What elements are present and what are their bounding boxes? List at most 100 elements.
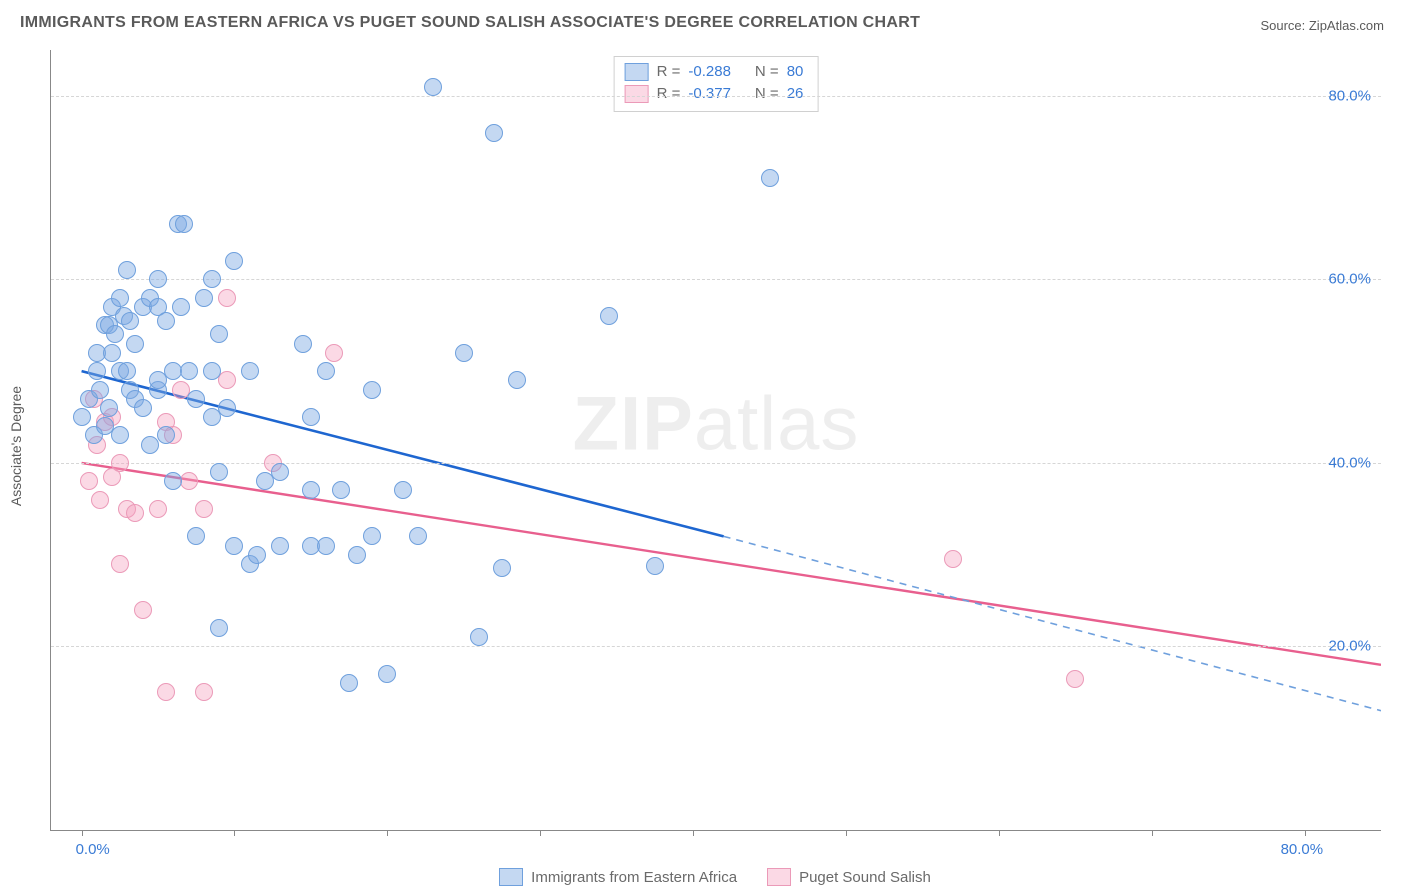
scatter-point-blue (157, 312, 175, 330)
x-tick-mark (999, 830, 1000, 836)
scatter-point-blue (248, 546, 266, 564)
r-label: R = (657, 83, 681, 105)
n-value-pink: 26 (787, 83, 804, 105)
scatter-point-pink (944, 550, 962, 568)
gridline (51, 96, 1381, 97)
scatter-point-blue (340, 674, 358, 692)
scatter-point-blue (100, 399, 118, 417)
y-tick-label: 60.0% (1328, 271, 1371, 288)
scatter-point-blue (91, 381, 109, 399)
scatter-point-blue (508, 371, 526, 389)
scatter-point-blue (164, 472, 182, 490)
legend-label-blue: Immigrants from Eastern Africa (531, 869, 737, 886)
source-prefix: Source: (1260, 18, 1308, 33)
watermark-zip: ZIP (573, 382, 694, 467)
scatter-point-blue (210, 619, 228, 637)
scatter-point-blue (470, 628, 488, 646)
scatter-point-pink (149, 500, 167, 518)
chart-title: IMMIGRANTS FROM EASTERN AFRICA VS PUGET … (20, 14, 920, 32)
x-tick-label: 80.0% (1281, 841, 1324, 858)
scatter-point-blue (485, 124, 503, 142)
scatter-point-blue (646, 557, 664, 575)
scatter-point-blue (378, 665, 396, 683)
gridline (51, 279, 1381, 280)
source-credit: Source: ZipAtlas.com (1260, 18, 1384, 33)
scatter-point-pink (325, 344, 343, 362)
swatch-blue-icon (499, 868, 523, 886)
scatter-point-blue (302, 481, 320, 499)
scatter-point-pink (111, 454, 129, 472)
correlation-legend: R = -0.288 N = 80 R = -0.377 N = 26 (614, 56, 819, 112)
scatter-point-blue (302, 408, 320, 426)
legend-item-blue: Immigrants from Eastern Africa (499, 868, 737, 886)
scatter-point-blue (103, 344, 121, 362)
scatter-point-pink (111, 555, 129, 573)
legend-item-pink: Puget Sound Salish (767, 868, 931, 886)
x-tick-mark (846, 830, 847, 836)
scatter-point-blue (271, 463, 289, 481)
scatter-point-blue (424, 78, 442, 96)
scatter-point-blue (175, 215, 193, 233)
r-value-pink: -0.377 (688, 83, 731, 105)
x-tick-mark (82, 830, 83, 836)
scatter-point-pink (195, 500, 213, 518)
scatter-point-blue (111, 426, 129, 444)
x-tick-mark (1305, 830, 1306, 836)
scatter-point-blue (348, 546, 366, 564)
scatter-point-pink (1066, 670, 1084, 688)
watermark-atlas: atlas (694, 382, 860, 467)
r-value-blue: -0.288 (688, 61, 731, 83)
scatter-point-pink (218, 371, 236, 389)
scatter-point-blue (157, 426, 175, 444)
scatter-point-blue (317, 362, 335, 380)
scatter-point-blue (210, 325, 228, 343)
scatter-point-pink (157, 683, 175, 701)
chart-plot-area: ZIPatlas R = -0.288 N = 80 R = -0.377 N … (50, 50, 1381, 831)
y-tick-label: 80.0% (1328, 87, 1371, 104)
scatter-point-blue (149, 270, 167, 288)
scatter-point-blue (363, 381, 381, 399)
scatter-point-blue (241, 362, 259, 380)
scatter-point-blue (88, 362, 106, 380)
scatter-point-blue (225, 252, 243, 270)
scatter-point-blue (134, 399, 152, 417)
scatter-point-blue (111, 289, 129, 307)
scatter-point-blue (172, 298, 190, 316)
scatter-point-blue (332, 481, 350, 499)
swatch-pink-icon (625, 85, 649, 103)
scatter-point-blue (394, 481, 412, 499)
scatter-point-blue (761, 169, 779, 187)
scatter-point-blue (271, 537, 289, 555)
y-tick-label: 20.0% (1328, 638, 1371, 655)
scatter-point-pink (218, 289, 236, 307)
scatter-point-blue (317, 537, 335, 555)
n-label: N = (755, 61, 779, 83)
r-label: R = (657, 61, 681, 83)
gridline (51, 646, 1381, 647)
y-tick-label: 40.0% (1328, 454, 1371, 471)
scatter-point-blue (73, 408, 91, 426)
series-legend: Immigrants from Eastern Africa Puget Sou… (50, 868, 1380, 886)
legend-row-pink: R = -0.377 N = 26 (625, 83, 804, 105)
scatter-point-blue (203, 270, 221, 288)
x-tick-mark (693, 830, 694, 836)
scatter-point-blue (195, 289, 213, 307)
scatter-point-pink (126, 504, 144, 522)
swatch-pink-icon (767, 868, 791, 886)
scatter-point-pink (91, 491, 109, 509)
x-tick-mark (387, 830, 388, 836)
scatter-point-blue (409, 527, 427, 545)
gridline (51, 463, 1381, 464)
legend-label-pink: Puget Sound Salish (799, 869, 931, 886)
scatter-point-pink (134, 601, 152, 619)
source-link[interactable]: ZipAtlas.com (1309, 18, 1384, 33)
n-label: N = (755, 83, 779, 105)
scatter-point-blue (218, 399, 236, 417)
trend-lines (51, 50, 1381, 830)
scatter-point-blue (118, 261, 136, 279)
y-axis-label: Associate's Degree (8, 386, 24, 506)
scatter-point-blue (210, 463, 228, 481)
scatter-point-blue (180, 362, 198, 380)
x-tick-mark (540, 830, 541, 836)
scatter-point-blue (455, 344, 473, 362)
